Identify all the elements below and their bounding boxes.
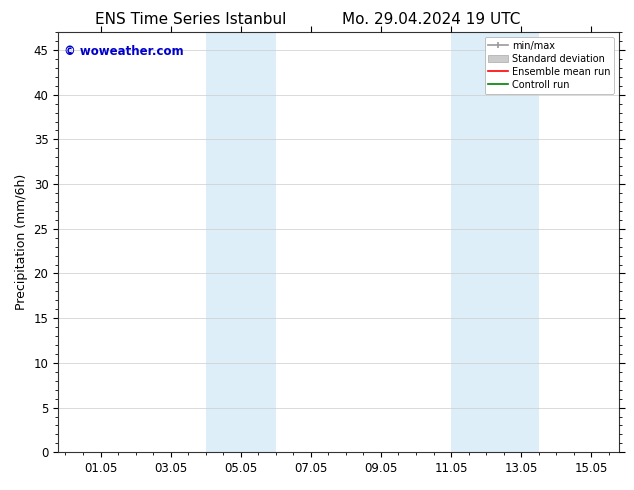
Bar xyxy=(205,32,276,452)
Y-axis label: Precipitation (mm/6h): Precipitation (mm/6h) xyxy=(15,174,28,310)
Text: © woweather.com: © woweather.com xyxy=(64,45,183,58)
Text: Mo. 29.04.2024 19 UTC: Mo. 29.04.2024 19 UTC xyxy=(342,12,521,27)
Bar xyxy=(451,32,539,452)
Text: ENS Time Series Istanbul: ENS Time Series Istanbul xyxy=(94,12,286,27)
Legend: min/max, Standard deviation, Ensemble mean run, Controll run: min/max, Standard deviation, Ensemble me… xyxy=(484,37,614,94)
